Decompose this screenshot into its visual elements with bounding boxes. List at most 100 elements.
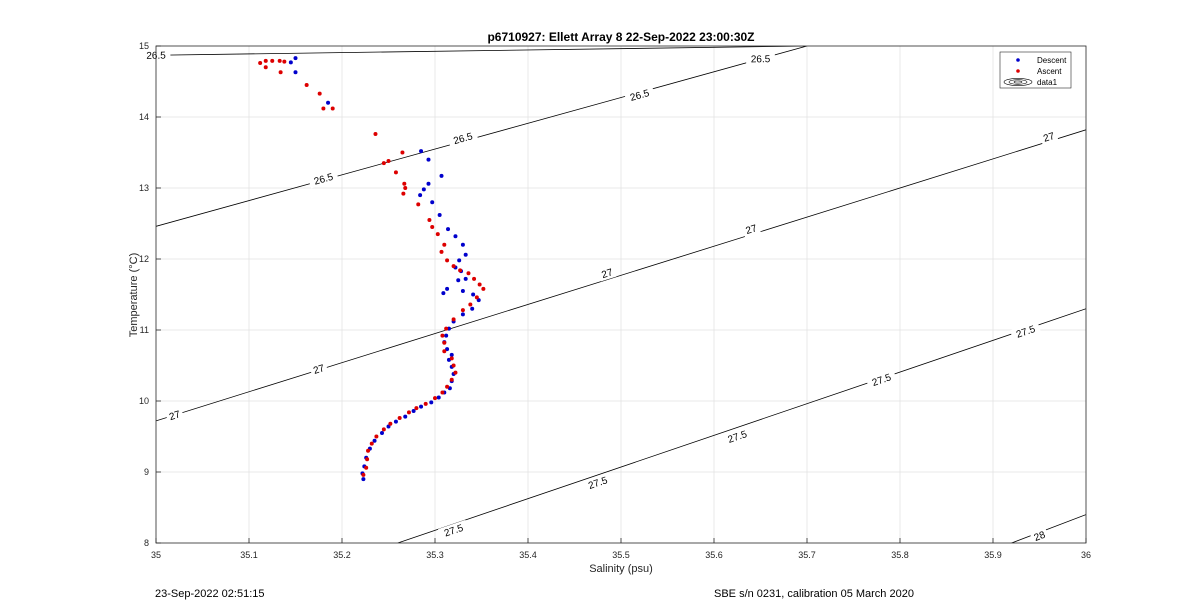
descent-point: [470, 306, 475, 311]
ascent-point: [460, 308, 465, 313]
descent-point: [393, 419, 398, 424]
descent-point: [426, 157, 431, 162]
contour-line: [156, 129, 1086, 422]
ascent-point: [270, 58, 275, 63]
descent-point: [288, 60, 293, 65]
data-series: [258, 56, 486, 482]
ascent-point: [472, 276, 477, 281]
ascent-point: [445, 258, 450, 263]
contour-line: [156, 46, 808, 227]
ascent-point: [373, 132, 378, 137]
ascent-point: [361, 472, 366, 477]
ascent-point: [381, 161, 386, 166]
ascent-point: [444, 326, 449, 331]
contour-label-background: [1029, 527, 1050, 545]
y-tick-label: 15: [139, 41, 149, 51]
legend-box: [999, 51, 1072, 89]
series-ascent: [258, 58, 486, 477]
ascent-point: [451, 317, 456, 322]
ascent-point: [403, 186, 408, 190]
contour-label-background: [597, 265, 617, 282]
contour-label-background: [164, 407, 185, 424]
descent-point: [421, 187, 426, 192]
contour-label-group: 27: [597, 265, 617, 282]
legend-descent-label: Descent: [1037, 56, 1067, 65]
descent-point: [456, 278, 461, 283]
descent-point: [463, 276, 468, 281]
ascent-point: [401, 191, 406, 196]
contour-line: [397, 308, 1086, 543]
descent-point: [326, 100, 331, 105]
descent-point: [293, 56, 298, 61]
descent-point: [444, 333, 449, 338]
descent-point: [460, 242, 465, 247]
x-axis-ticks: 35 35.1 35.2 35.3 35.4 35.5 35.6 35.7 35.8 35.9 36: [151, 538, 1091, 560]
y-tick-label: 13: [139, 183, 149, 193]
contour-label-background: [1039, 128, 1059, 146]
contour-label-group: 28: [1029, 527, 1050, 545]
ascent-point: [321, 106, 326, 111]
ascent-point: [453, 370, 458, 375]
contour-label-background: [447, 128, 479, 148]
contour-label: 28: [1033, 530, 1048, 544]
contour-label-background: [624, 85, 656, 105]
ascent-point: [277, 58, 282, 63]
ascent-point: [400, 150, 405, 155]
legend-contour-label: data1: [1037, 78, 1058, 87]
ascent-point: [386, 159, 391, 164]
x-tick-label: 35.8: [891, 550, 909, 560]
x-tick-label: 35.6: [705, 550, 723, 560]
descent-point: [293, 70, 298, 75]
x-tick-label: 35.5: [612, 550, 630, 560]
contour-label-background: [865, 369, 897, 391]
contour-label: 27: [312, 363, 326, 377]
x-tick-label: 35.2: [333, 550, 351, 560]
contour-label: 26.5: [751, 54, 771, 65]
descent-point: [463, 252, 468, 257]
x-tick-label: 35.4: [519, 550, 537, 560]
legend-ascent-marker: [1016, 69, 1020, 73]
contour-label-background: [1009, 321, 1042, 342]
descent-point: [453, 234, 458, 239]
descent-point: [460, 312, 465, 317]
ascent-point: [330, 106, 335, 111]
ascent-point: [304, 83, 309, 88]
descent-point: [457, 258, 462, 263]
ascent-point: [433, 396, 437, 401]
ascent-point: [366, 448, 371, 453]
descent-point: [379, 430, 384, 435]
ascent-point: [442, 242, 447, 247]
descent-point: [403, 414, 408, 419]
ascent-point: [406, 410, 411, 415]
ascent-point: [263, 65, 268, 70]
ascent-point: [282, 59, 287, 64]
density-contours: [156, 46, 1086, 543]
ascent-point: [440, 333, 445, 338]
descent-point: [436, 395, 441, 400]
series-descent: [288, 56, 481, 482]
ascent-point: [258, 61, 263, 66]
descent-point: [446, 227, 451, 232]
ascent-point: [481, 286, 486, 291]
legend-ascent-label: Ascent: [1037, 67, 1062, 76]
ascent-point: [393, 170, 398, 175]
x-axis-label: Salinity (psu): [589, 563, 653, 575]
contour-label-background: [307, 169, 339, 189]
ascent-point: [427, 217, 432, 222]
descent-point: [419, 149, 424, 154]
descent-point: [471, 292, 476, 297]
contour-label: 27: [168, 409, 182, 423]
contour-label-background: [309, 360, 329, 378]
ascent-point: [449, 356, 454, 361]
contour-label-group: 27: [741, 221, 761, 238]
ascent-point: [374, 434, 379, 439]
contour-label: 27: [600, 267, 614, 281]
ascent-point: [402, 181, 407, 186]
contour-label: 27: [1042, 131, 1056, 145]
x-tick-label: 35.7: [798, 550, 816, 560]
y-axis-ticks: 8 9 10 11 12 13 14 15: [139, 41, 161, 548]
contour-label: 26.5: [629, 88, 651, 104]
contour-label: 26.5: [452, 131, 474, 147]
ascent-point: [474, 295, 479, 300]
descent-point: [441, 291, 446, 296]
